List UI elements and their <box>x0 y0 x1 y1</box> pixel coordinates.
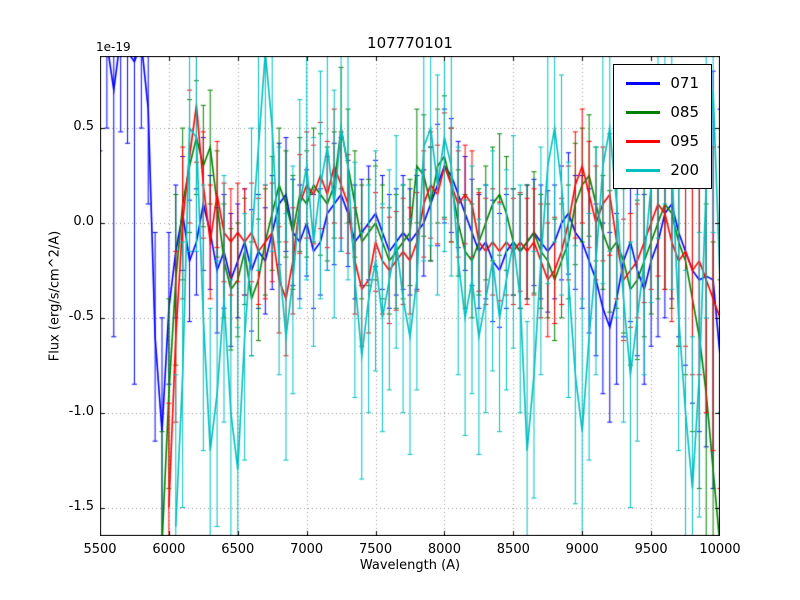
legend-line-sample <box>626 110 661 114</box>
y-tick-label: -1.0 <box>68 403 94 419</box>
x-tick-label: 9500 <box>634 542 668 557</box>
legend-label: 071 <box>670 74 699 92</box>
legend-label: 200 <box>670 161 699 179</box>
legend-line-sample <box>626 168 661 172</box>
y-tick-label: 0.0 <box>73 213 94 229</box>
legend-entry: 085 <box>626 103 699 121</box>
chart-title: 107770101 <box>367 34 453 52</box>
x-tick-label: 8000 <box>427 542 461 557</box>
x-tick-label: 7500 <box>359 542 393 557</box>
y-tick-label: -0.5 <box>68 308 94 324</box>
legend-entry: 200 <box>626 161 699 179</box>
x-tick-label: 6000 <box>152 542 186 557</box>
x-axis-label: Wavelength (A) <box>359 558 461 573</box>
legend-entry: 071 <box>626 74 699 92</box>
x-tick-label: 10000 <box>699 542 741 557</box>
x-tick-label: 8500 <box>496 542 530 557</box>
x-tick-label: 5500 <box>83 542 117 557</box>
x-tick-label: 6500 <box>221 542 255 557</box>
y-tick-label: -1.5 <box>68 498 94 514</box>
y-axis-label: Flux (erg/s/cm^2/A) <box>47 230 63 362</box>
legend-label: 095 <box>670 132 699 150</box>
legend: 071 085 095 200 <box>613 64 712 189</box>
legend-line-sample <box>626 139 661 143</box>
y-axis-offset-text: 1e-19 <box>96 40 131 54</box>
legend-label: 085 <box>670 103 699 121</box>
y-tick-label: 0.5 <box>73 119 94 135</box>
legend-entry: 095 <box>626 132 699 150</box>
x-tick-label: 7000 <box>290 542 324 557</box>
legend-line-sample <box>626 81 661 85</box>
x-tick-label: 9000 <box>565 542 599 557</box>
